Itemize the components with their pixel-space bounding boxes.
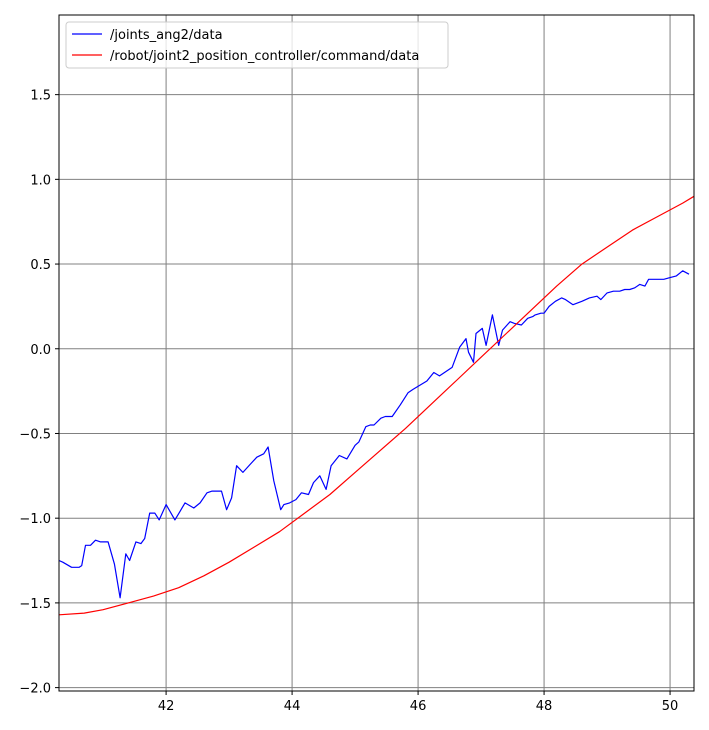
y-tick-label: −0.5 <box>19 427 51 442</box>
x-tick-label: 44 <box>284 699 301 714</box>
legend: /joints_ang2/data /robot/joint2_position… <box>65 21 449 69</box>
y-tick-label: −1.0 <box>19 512 51 527</box>
series-line-joints-ang2 <box>58 270 690 599</box>
legend-box <box>65 21 449 69</box>
x-tick-label: 42 <box>158 699 175 714</box>
legend-label-joint2-command: /robot/joint2_position_controller/comman… <box>110 49 419 64</box>
y-tick-label: 0.0 <box>30 343 51 358</box>
y-tick-label: 1.5 <box>30 89 51 104</box>
y-tick-label: −1.5 <box>19 597 51 612</box>
y-tick-label: 1.0 <box>30 173 51 188</box>
legend-label-joints-ang2: /joints_ang2/data <box>110 28 223 43</box>
series-line-joint2-command <box>58 195 695 616</box>
y-tick-label: 0.5 <box>30 258 51 273</box>
x-tick-label: 48 <box>536 699 553 714</box>
plot-frame <box>58 14 695 692</box>
y-tick-label: −2.0 <box>19 682 51 697</box>
grid-lines <box>59 15 694 691</box>
axes: 42 44 46 48 50 −2.0 −1.5 −1.0 −0.5 0.0 0.5 1.0 1.5 <box>19 89 678 714</box>
plot-area <box>59 15 694 691</box>
x-tick-label: 50 <box>662 699 679 714</box>
x-tick-label: 46 <box>410 699 427 714</box>
series-lines <box>58 195 695 616</box>
